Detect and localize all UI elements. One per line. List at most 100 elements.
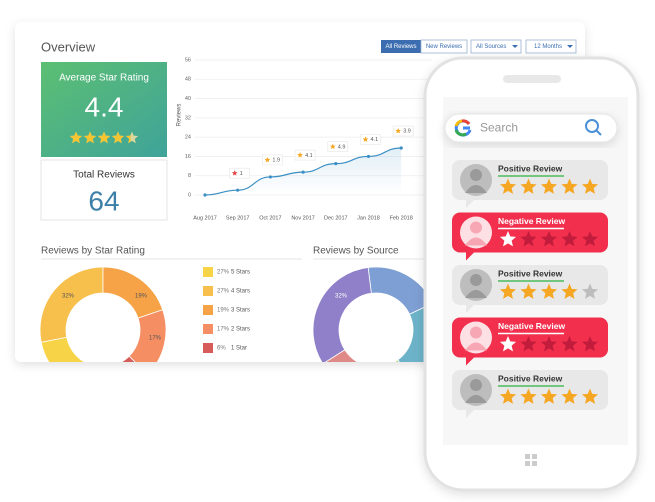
section-title: Reviews by Source [313,246,399,257]
avatar-head [470,221,482,234]
star [561,178,578,194]
line-area [205,147,402,195]
bubble-tail [466,250,476,261]
x-tick-label: Sep 2017 [226,215,250,221]
flag-star [329,143,336,150]
filter-button[interactable] [381,40,421,53]
slice-label: 17% [149,336,162,342]
donut-slice [322,349,385,362]
slice-label: 19% [135,294,148,300]
donut-slice [312,267,372,362]
point [366,154,371,159]
legend-swatch [203,343,213,353]
star-empty [561,231,578,247]
star [561,283,578,299]
avatar-head [470,169,482,181]
point [268,175,272,179]
filter-label[interactable]: All Sources [476,44,506,50]
filter-dropdown[interactable] [525,39,577,54]
flag-label: 4.9 [338,144,346,150]
rating-label: Average Star Rating [59,73,149,84]
y-tick-label: 24 [185,135,191,141]
donut-slice [128,309,167,362]
rating-flag [360,134,381,145]
x-tick-label: Oct 2017 [259,215,281,221]
x-tick-label: Feb 2018 [390,215,413,221]
y-tick-label: 48 [185,77,191,83]
legend-swatch [203,267,213,277]
rating-flag [262,154,283,166]
slice-label: 32% [62,294,75,300]
legend-label: 5 Stars [231,270,250,276]
review-label: Positive Review [498,163,563,173]
star-empty [581,231,599,247]
star [97,131,111,144]
flag-label: 1 [240,171,243,177]
total-label: Total Reviews [73,170,135,181]
avatar-head [470,326,482,339]
star [83,131,97,144]
review-label: Positive Review [498,373,563,383]
phone-speaker [503,75,561,83]
rating-flag [327,141,349,152]
rating-tile [41,62,167,157]
filter-label[interactable]: All Reviews [385,44,416,50]
star [499,388,517,404]
y-tick-label: 0 [188,192,191,198]
rating-flag [229,167,250,179]
star-empty [581,283,599,299]
legend-label: 3 Stars [231,308,250,314]
point [236,188,240,192]
legend-value: 19% [217,308,230,314]
filter-label[interactable]: New Reviews [426,44,462,50]
search-placeholder[interactable]: Search [480,121,518,135]
flag-label: 4.1 [371,137,379,143]
filter-label[interactable]: 12 Months [534,44,562,50]
bubble-tail [466,303,476,313]
legend-value: 6% [217,346,226,352]
legend-value: 27% [217,289,230,295]
review-list: Positive Review Negative Review Positive R… [452,160,608,418]
rating-flag [392,125,414,137]
review-label: Positive Review [498,268,563,278]
donut-slice [380,359,414,362]
flag-star [395,127,402,134]
flag-star [264,156,271,163]
flag-star [231,170,238,176]
bubble-tail [466,355,476,366]
avatar-body [465,237,487,246]
y-tick-label: 8 [188,173,191,179]
star-donut: 32% 19% 17% [39,266,167,362]
star-empty [520,231,537,247]
legend-swatch [203,286,213,296]
filter-button[interactable] [420,39,468,54]
legend-label: 4 Stars [231,289,250,295]
star [499,178,517,194]
avatar-body [465,395,487,403]
star-empty [581,336,599,352]
legend-label: 1 Star [231,346,247,352]
x-tick-label: Dec 2017 [324,215,348,221]
legend-value: 27% [217,270,230,276]
review-label: Negative Review [498,216,565,226]
reviews-chart: Reviews 0 8 16 24 32 40 48 56 Aug 2017 Sep 2017 Oc… [177,57,432,221]
star [111,131,125,144]
bubble-tail [466,198,476,208]
point [334,162,338,166]
star [581,178,599,194]
star [499,231,517,247]
flag-star [297,152,303,158]
search-bar[interactable] [444,113,618,143]
point [399,146,403,150]
star-empty [540,336,558,352]
legend-swatch [203,305,213,315]
avatar-body [465,185,487,193]
flag-star [362,136,369,142]
filter-dropdown[interactable] [470,39,522,54]
star [581,388,599,404]
point [203,193,207,197]
x-tick-label: Nov 2017 [291,215,315,221]
